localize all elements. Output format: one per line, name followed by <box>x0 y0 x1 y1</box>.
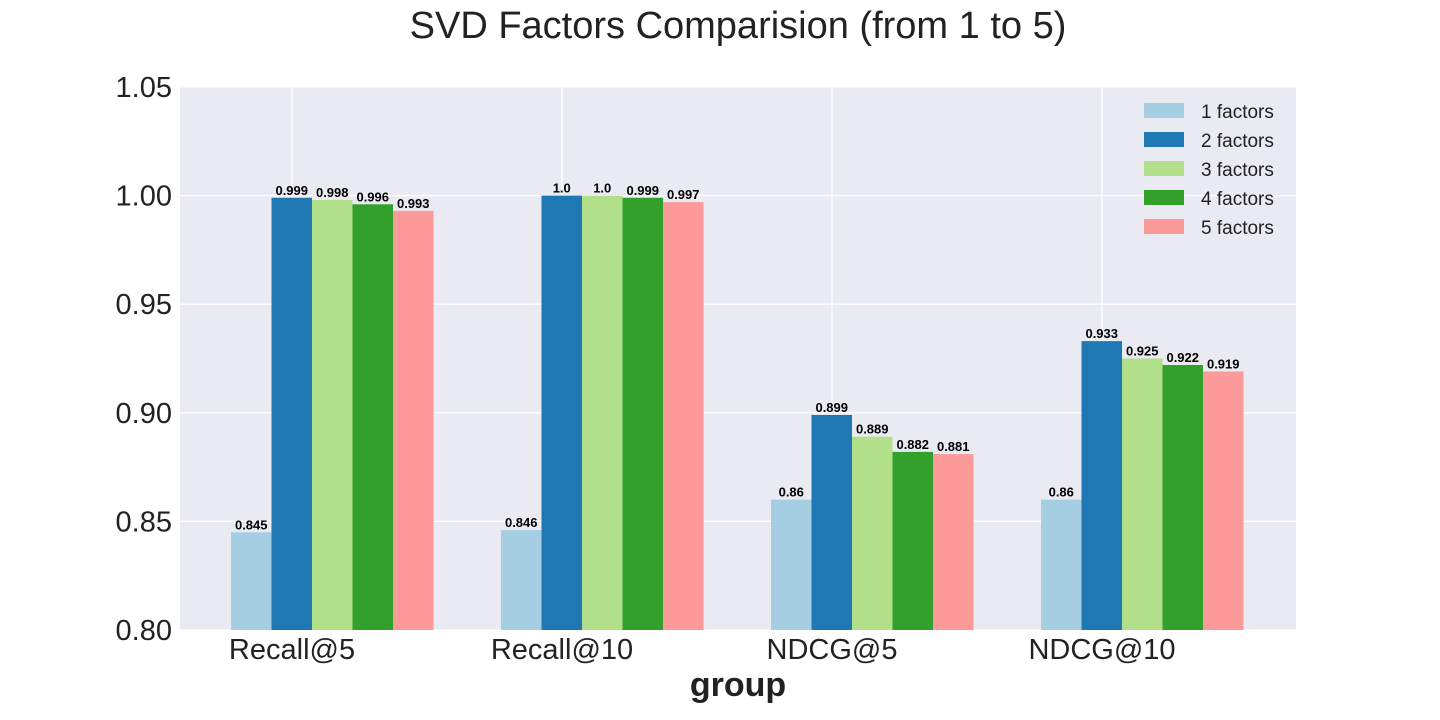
x-axis-label: group <box>690 666 786 704</box>
bar <box>1203 371 1244 630</box>
y-tick-label: 0.95 <box>116 289 172 321</box>
data-label: 0.998 <box>316 185 349 200</box>
data-label: 1.0 <box>593 181 611 196</box>
legend[interactable]: 1 factors 2 factors 3 factors 4 factors 5 fa… <box>1144 102 1274 239</box>
data-labels: 0.845 0.999 0.998 0.996 0.993 0.846 1.0 1.0 0.99… <box>235 181 1240 533</box>
bar <box>663 202 704 630</box>
bar <box>933 454 974 630</box>
legend-label: 2 factors <box>1201 131 1274 152</box>
y-tick-label: 0.85 <box>116 506 172 538</box>
y-tick-label: 0.90 <box>116 398 172 430</box>
bar <box>501 530 542 630</box>
data-label: 0.899 <box>815 400 848 415</box>
data-label: 0.933 <box>1085 326 1118 341</box>
bar <box>852 436 893 630</box>
y-tick-label: 0.80 <box>116 615 172 647</box>
data-label: 0.919 <box>1207 357 1240 372</box>
data-label: 0.845 <box>235 517 268 532</box>
x-tick-label: NDCG@5 <box>767 634 898 666</box>
bar <box>811 414 852 630</box>
bar <box>352 204 393 630</box>
legend-swatch <box>1144 219 1184 234</box>
bar <box>1122 358 1163 630</box>
y-tick-label: 1.05 <box>116 72 172 104</box>
legend-swatch <box>1144 161 1184 176</box>
legend-swatch <box>1144 190 1184 205</box>
chart-title: SVD Factors Comparision (from 1 to 5) <box>410 5 1067 47</box>
data-label: 0.925 <box>1126 344 1159 359</box>
bar <box>231 532 272 630</box>
data-label: 0.922 <box>1166 350 1199 365</box>
data-label: 0.846 <box>505 515 538 530</box>
bar <box>771 499 812 630</box>
x-tick-label: Recall@5 <box>229 634 355 666</box>
bar <box>541 195 582 630</box>
bar <box>1162 365 1203 630</box>
x-axis-ticks: Recall@5 Recall@10 NDCG@5 NDCG@10 <box>229 634 1176 666</box>
data-label: 0.882 <box>896 437 929 452</box>
bar <box>393 210 434 630</box>
bar <box>622 197 663 630</box>
data-label: 0.999 <box>626 183 659 198</box>
data-label: 1.0 <box>553 181 571 196</box>
y-tick-label: 1.00 <box>116 181 172 213</box>
data-label: 0.999 <box>275 183 308 198</box>
data-label: 0.86 <box>779 485 804 500</box>
legend-label: 3 factors <box>1201 160 1274 181</box>
bar <box>582 195 623 630</box>
data-label: 0.86 <box>1049 485 1074 500</box>
bar <box>1081 341 1122 630</box>
legend-swatch <box>1144 103 1184 118</box>
y-axis-ticks: 0.80 0.85 0.90 0.95 1.00 1.05 <box>116 72 172 647</box>
bar <box>312 199 353 630</box>
data-label: 0.996 <box>356 189 389 204</box>
legend-swatch <box>1144 132 1184 147</box>
legend-label: 1 factors <box>1201 102 1274 123</box>
x-tick-label: NDCG@10 <box>1028 634 1175 666</box>
data-label: 0.993 <box>397 196 430 211</box>
data-label: 0.889 <box>856 422 889 437</box>
bar <box>1041 499 1082 630</box>
data-label: 0.997 <box>667 187 700 202</box>
x-tick-label: Recall@10 <box>491 634 633 666</box>
bars <box>231 195 1244 630</box>
bar <box>892 451 933 630</box>
legend-label: 4 factors <box>1201 189 1274 210</box>
data-label: 0.881 <box>937 439 970 454</box>
legend-label: 5 factors <box>1201 218 1274 239</box>
bar <box>271 197 312 630</box>
